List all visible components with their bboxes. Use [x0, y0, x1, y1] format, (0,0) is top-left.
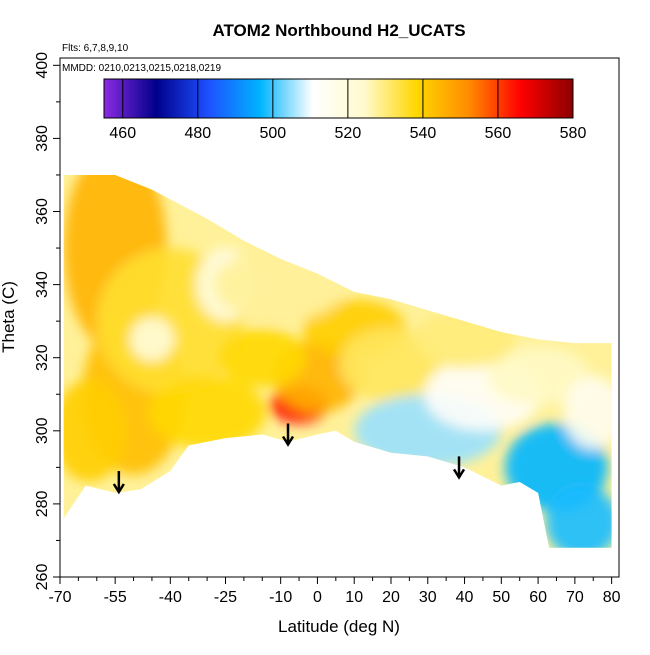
x-tick-label: 70 [566, 589, 584, 606]
down-arrow-icon [452, 456, 466, 480]
y-tick-label: 260 [34, 564, 51, 591]
heatmap-feature [545, 485, 612, 548]
x-tick-label: 40 [456, 589, 474, 606]
x-tick-label: 20 [382, 589, 400, 606]
x-tick-label: -55 [104, 589, 127, 606]
y-tick-label: 340 [34, 271, 51, 298]
colorbar-tick-label: 480 [184, 125, 211, 142]
x-tick-label: -10 [269, 589, 292, 606]
heatmap-feature [218, 328, 307, 387]
y-axis: 260 280 300 320 340 360 380 400 [34, 52, 60, 590]
arrow-head [452, 468, 466, 480]
x-tick-label: -40 [159, 589, 182, 606]
x-axis: -70 -55 -40 -25 -10 0 10 20 30 40 50 60 70 80 [48, 576, 621, 606]
y-tick-label: 380 [34, 125, 51, 152]
colorbar-tick-label: 540 [410, 125, 437, 142]
x-tick-label: -70 [48, 589, 71, 606]
heatmap-feature [214, 248, 347, 322]
x-tick-label: 10 [345, 589, 363, 606]
down-arrow-icon [281, 423, 295, 447]
colorbar-tick-label: 580 [560, 125, 587, 142]
heatmap-feature [563, 375, 612, 450]
heatmap-feature [63, 379, 127, 482]
y-tick-label: 320 [34, 344, 51, 371]
colorbar-gradient-bar [103, 78, 574, 119]
arrow-head [112, 483, 125, 495]
dates-annotation: MMDD: 0210,0213,0215,0218,0219 [62, 63, 221, 74]
y-tick-label: 360 [34, 198, 51, 225]
down-arrow-icon [112, 471, 125, 495]
colorbar: 460 480 500 520 540 560 580 [103, 78, 586, 142]
heatmap-features [63, 175, 612, 548]
x-tick-label: 80 [603, 589, 621, 606]
x-tick-label: 60 [529, 589, 547, 606]
y-tick-label: 300 [34, 417, 51, 444]
heatmap-feature [486, 346, 590, 406]
colorbar-tick-label: 460 [109, 125, 136, 142]
y-tick-label: 400 [34, 52, 51, 79]
heatmap-feature [413, 310, 517, 369]
colorbar-tick-label: 500 [259, 125, 286, 142]
colorbar-tick-label: 520 [335, 125, 362, 142]
x-tick-label: 0 [313, 589, 322, 606]
y-tick-label: 280 [34, 490, 51, 517]
x-axis-label: Latitude (deg N) [278, 617, 400, 636]
x-tick-label: 50 [492, 589, 510, 606]
arrow-markers [112, 423, 466, 495]
y-axis-label: Theta (C) [0, 281, 18, 353]
chart-title: ATOM2 Northbound H2_UCATS [212, 21, 465, 40]
x-tick-label: 30 [419, 589, 437, 606]
flights-annotation: Flts: 6,7,8,9,10 [62, 43, 129, 54]
arrow-head [281, 435, 295, 447]
heatmap-feature [148, 375, 266, 450]
x-tick-label: -25 [214, 589, 237, 606]
heatmap-feature [129, 317, 175, 362]
colorbar-tick-label: 560 [485, 125, 512, 142]
colorbar-ticks: 460 480 500 520 540 560 580 [109, 79, 586, 142]
